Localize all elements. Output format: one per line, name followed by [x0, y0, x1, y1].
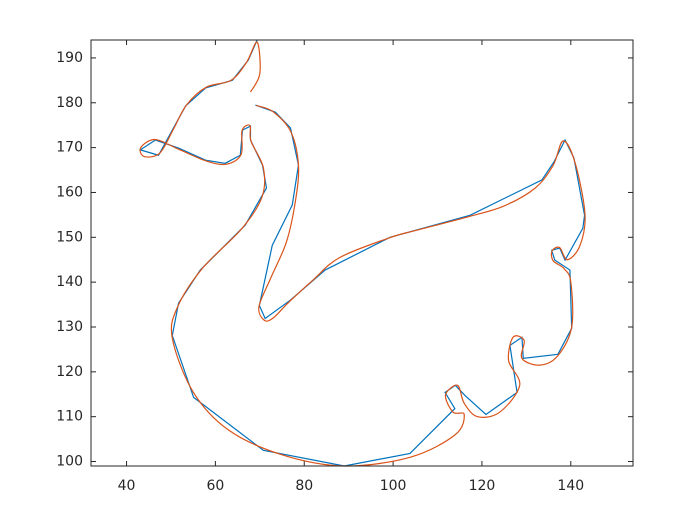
y-tick-label: 170 [56, 140, 83, 156]
y-tick-label: 180 [56, 95, 83, 111]
y-tick-label: 160 [56, 184, 83, 200]
x-tick-label: 100 [380, 478, 407, 494]
x-tick-label: 80 [295, 478, 313, 494]
x-tick-label: 140 [557, 478, 584, 494]
x-tick-label: 60 [206, 478, 224, 494]
axes-box [90, 39, 634, 467]
y-tick-label: 150 [56, 229, 83, 245]
y-tick-label: 190 [56, 50, 83, 66]
series-line [139, 41, 586, 467]
y-tick-label: 110 [56, 409, 83, 425]
y-tick-label: 140 [56, 274, 83, 290]
x-tick-label: 40 [118, 478, 136, 494]
series-line [138, 39, 586, 467]
y-tick-label: 100 [56, 454, 83, 470]
y-tick-label: 120 [56, 364, 83, 380]
x-tick-label: 120 [469, 478, 496, 494]
y-tick-label: 130 [56, 319, 83, 335]
